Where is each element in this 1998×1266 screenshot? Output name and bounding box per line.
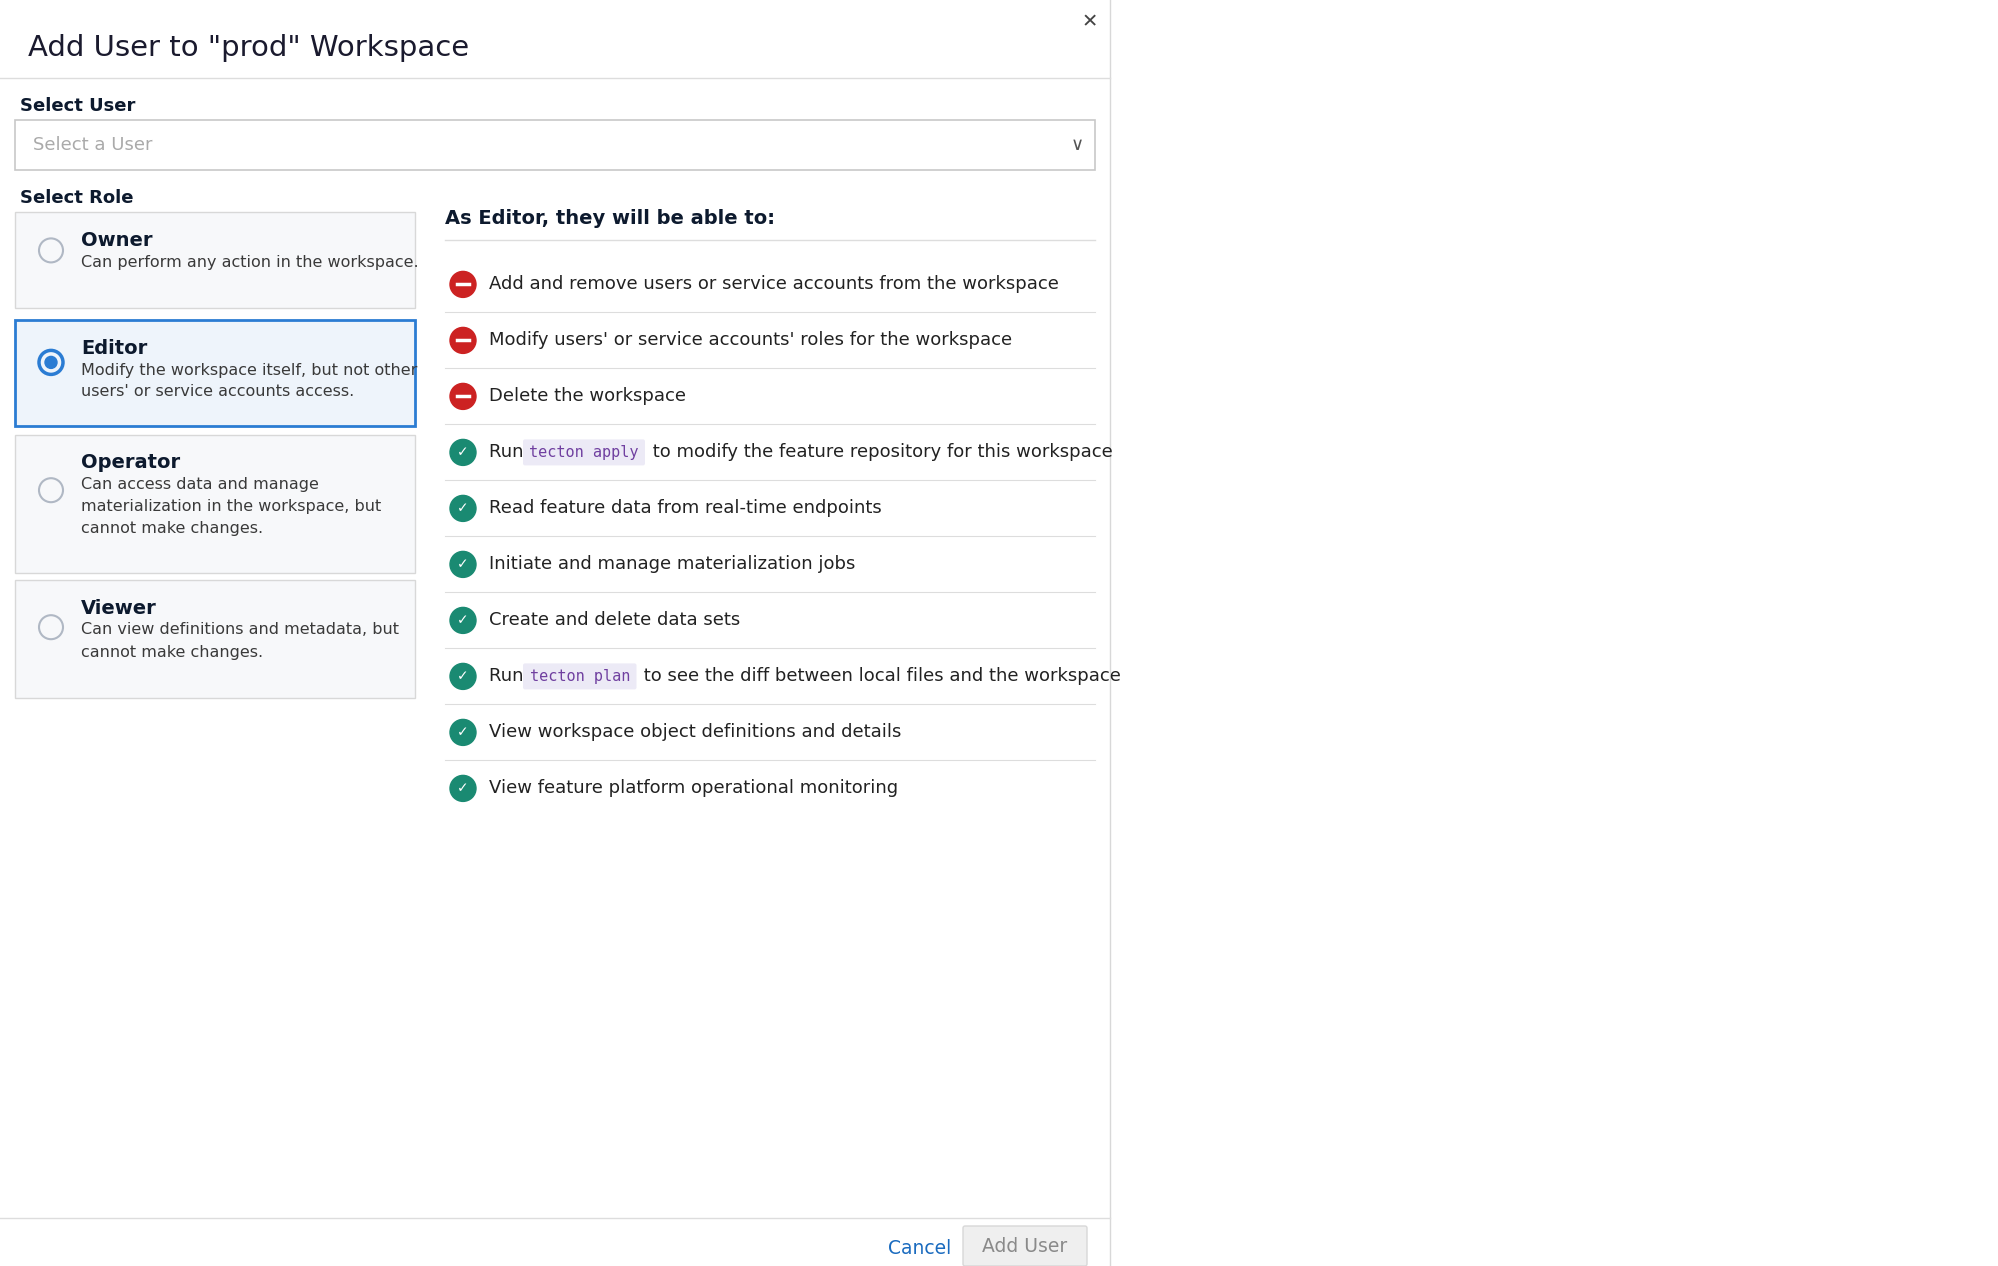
Text: Cancel: Cancel [887,1238,951,1257]
Circle shape [450,495,476,522]
Text: ✓: ✓ [458,614,470,628]
Text: ✕: ✕ [1081,13,1097,32]
Circle shape [450,328,476,353]
Text: Add User: Add User [981,1237,1067,1256]
Circle shape [450,608,476,633]
Text: Add and remove users or service accounts from the workspace: Add and remove users or service accounts… [490,276,1059,294]
Text: cannot make changes.: cannot make changes. [82,644,264,660]
Circle shape [450,775,476,801]
Text: ✓: ✓ [458,670,470,684]
Text: ✓: ✓ [458,725,470,739]
Text: Run: Run [490,667,529,685]
Text: users' or service accounts access.: users' or service accounts access. [82,385,354,400]
Text: Select User: Select User [20,97,136,115]
Circle shape [450,384,476,409]
Circle shape [450,719,476,746]
Text: As Editor, they will be able to:: As Editor, they will be able to: [446,209,775,228]
Text: ✓: ✓ [458,501,470,515]
FancyBboxPatch shape [0,0,1109,1266]
Circle shape [46,357,58,368]
Text: materialization in the workspace, but: materialization in the workspace, but [82,500,382,514]
Text: View workspace object definitions and details: View workspace object definitions and de… [490,723,901,742]
Text: Run: Run [490,443,529,461]
Text: ✓: ✓ [458,557,470,571]
Text: cannot make changes.: cannot make changes. [82,522,264,537]
FancyBboxPatch shape [16,120,1095,170]
Circle shape [450,552,476,577]
Text: Owner: Owner [82,230,152,249]
Text: ✓: ✓ [458,781,470,795]
Circle shape [450,271,476,298]
FancyBboxPatch shape [963,1225,1087,1266]
Circle shape [450,439,476,466]
Text: Read feature data from real-time endpoints: Read feature data from real-time endpoin… [490,499,881,518]
FancyBboxPatch shape [16,320,416,425]
Text: ✓: ✓ [458,446,470,460]
Text: Modify users' or service accounts' roles for the workspace: Modify users' or service accounts' roles… [490,332,1011,349]
Text: tecton apply: tecton apply [529,444,639,460]
Text: to see the diff between local files and the workspace: to see the diff between local files and … [637,667,1121,685]
FancyBboxPatch shape [16,211,416,308]
Text: Select a User: Select a User [34,135,152,154]
FancyBboxPatch shape [16,580,416,698]
FancyBboxPatch shape [523,663,635,690]
Text: Can access data and manage: Can access data and manage [82,477,320,492]
Text: Add User to "prod" Workspace: Add User to "prod" Workspace [28,34,470,62]
Text: tecton plan: tecton plan [529,668,629,684]
Text: Select Role: Select Role [20,189,134,208]
Text: View feature platform operational monitoring: View feature platform operational monito… [490,780,897,798]
FancyBboxPatch shape [16,436,416,573]
Text: Operator: Operator [82,453,180,472]
Text: Initiate and manage materialization jobs: Initiate and manage materialization jobs [490,556,855,573]
Text: to modify the feature repository for this workspace: to modify the feature repository for thi… [647,443,1113,461]
Text: Modify the workspace itself, but not other: Modify the workspace itself, but not oth… [82,362,418,377]
FancyBboxPatch shape [523,439,645,466]
Text: Can perform any action in the workspace.: Can perform any action in the workspace. [82,254,418,270]
Text: Can view definitions and metadata, but: Can view definitions and metadata, but [82,623,400,638]
Text: Create and delete data sets: Create and delete data sets [490,611,739,629]
Circle shape [450,663,476,690]
Text: Viewer: Viewer [82,599,156,618]
Text: Delete the workspace: Delete the workspace [490,387,685,405]
Text: Editor: Editor [82,338,148,357]
Text: ∨: ∨ [1069,135,1083,154]
